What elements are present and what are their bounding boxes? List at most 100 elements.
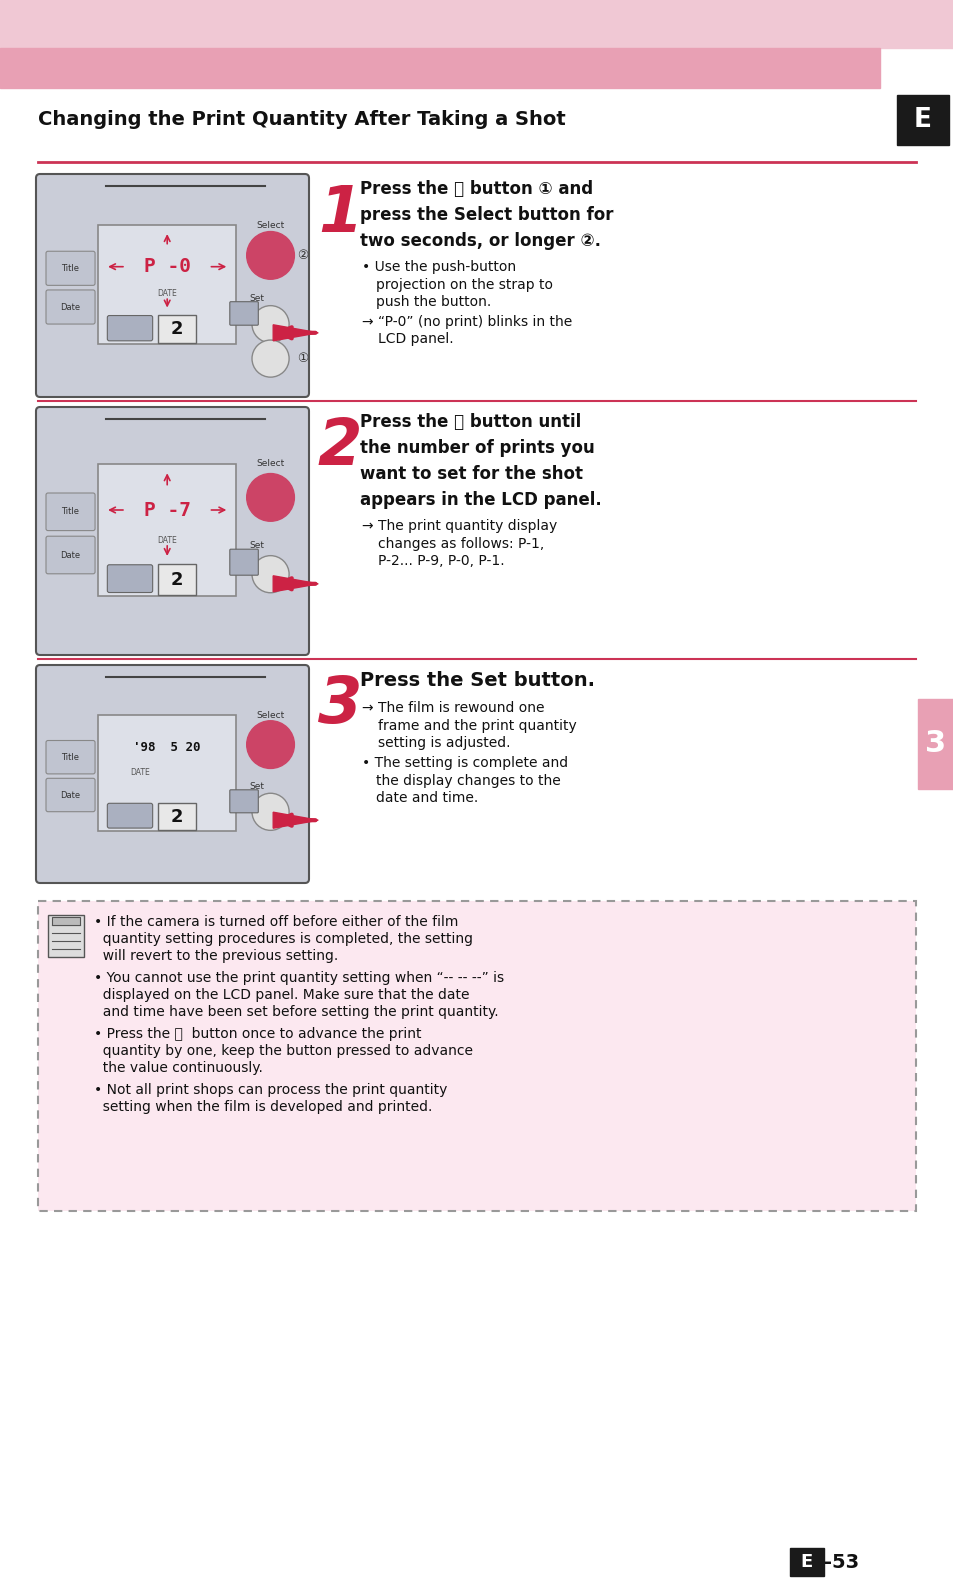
Text: • The setting is complete and: • The setting is complete and	[361, 757, 568, 769]
Bar	[0, 48, 879, 87]
Circle shape	[252, 306, 289, 343]
FancyBboxPatch shape	[230, 549, 258, 576]
Text: setting when the film is developed and printed.: setting when the film is developed and p…	[94, 1101, 432, 1113]
FancyBboxPatch shape	[38, 901, 915, 1212]
Text: Set: Set	[250, 541, 265, 550]
Bar	[157, 565, 196, 595]
Text: the number of prints you: the number of prints you	[359, 439, 594, 457]
Text: ②: ②	[296, 249, 308, 262]
Text: DATE: DATE	[130, 769, 150, 777]
Text: date and time.: date and time.	[375, 791, 477, 806]
Text: Title: Title	[61, 263, 79, 273]
Text: Select: Select	[256, 711, 284, 720]
Bar	[98, 715, 235, 831]
Text: • Press the ⎙  button once to advance the print: • Press the ⎙ button once to advance the…	[94, 1028, 421, 1040]
FancyBboxPatch shape	[46, 290, 95, 324]
Text: Changing the Print Quantity After Taking a Shot: Changing the Print Quantity After Taking…	[38, 109, 565, 128]
Text: → The print quantity display: → The print quantity display	[361, 519, 557, 533]
Text: '98  5 20: '98 5 20	[133, 741, 201, 753]
Text: quantity setting procedures is completed, the setting: quantity setting procedures is completed…	[94, 933, 473, 945]
Text: Press the Set button.: Press the Set button.	[359, 671, 595, 690]
Text: Set: Set	[250, 782, 265, 791]
FancyBboxPatch shape	[107, 803, 152, 828]
Text: 3: 3	[317, 674, 362, 736]
Text: frame and the print quantity: frame and the print quantity	[377, 718, 577, 733]
Text: • If the camera is turned off before either of the film: • If the camera is turned off before eit…	[94, 915, 457, 929]
FancyBboxPatch shape	[107, 316, 152, 341]
Text: appears in the LCD panel.: appears in the LCD panel.	[359, 492, 601, 509]
FancyBboxPatch shape	[46, 779, 95, 812]
Text: • Use the push-button: • Use the push-button	[361, 260, 516, 274]
FancyBboxPatch shape	[46, 741, 95, 774]
Text: 2: 2	[317, 416, 362, 477]
Polygon shape	[273, 812, 318, 828]
Text: Press the ⎙ button ① and: Press the ⎙ button ① and	[359, 179, 593, 198]
Bar	[48, 915, 84, 956]
FancyBboxPatch shape	[46, 536, 95, 574]
FancyBboxPatch shape	[36, 408, 309, 655]
Text: 2: 2	[171, 571, 183, 588]
Text: P-2... P-9, P-0, P-1.: P-2... P-9, P-0, P-1.	[377, 554, 504, 568]
Text: Date: Date	[60, 790, 80, 799]
Circle shape	[252, 793, 289, 831]
Text: press the Select button for: press the Select button for	[359, 206, 613, 224]
Text: E: E	[913, 106, 931, 133]
Text: Date: Date	[60, 303, 80, 311]
Text: push the button.: push the button.	[375, 295, 491, 309]
Text: displayed on the LCD panel. Make sure that the date: displayed on the LCD panel. Make sure th…	[94, 988, 469, 1002]
Text: P -7: P -7	[144, 501, 191, 520]
Polygon shape	[273, 576, 318, 592]
Text: ①: ①	[296, 352, 308, 365]
Bar	[98, 463, 235, 596]
FancyBboxPatch shape	[107, 565, 152, 593]
Circle shape	[252, 339, 289, 377]
Text: 2: 2	[171, 320, 183, 338]
Bar	[789, 1548, 823, 1576]
Text: Press the ⎙ button until: Press the ⎙ button until	[359, 412, 580, 431]
Text: 2: 2	[171, 807, 183, 826]
Text: • Not all print shops can process the print quantity: • Not all print shops can process the pr…	[94, 1083, 447, 1098]
Bar	[917, 699, 953, 788]
Bar	[0, 0, 953, 48]
Circle shape	[252, 555, 289, 593]
Text: 3: 3	[924, 730, 945, 758]
Text: want to set for the shot: want to set for the shot	[359, 465, 582, 484]
FancyBboxPatch shape	[36, 665, 309, 883]
FancyBboxPatch shape	[46, 251, 95, 285]
Text: the display changes to the: the display changes to the	[375, 774, 560, 788]
Polygon shape	[273, 325, 318, 341]
Circle shape	[247, 232, 294, 279]
Text: setting is adjusted.: setting is adjusted.	[377, 736, 510, 750]
Bar	[98, 225, 235, 344]
Circle shape	[247, 720, 294, 769]
Text: quantity by one, keep the button pressed to advance: quantity by one, keep the button pressed…	[94, 1044, 473, 1058]
Bar	[157, 316, 196, 343]
Text: the value continuously.: the value continuously.	[94, 1061, 263, 1075]
Text: P -0: P -0	[144, 257, 191, 276]
Text: E: E	[800, 1553, 812, 1572]
Bar	[157, 803, 196, 829]
Text: projection on the strap to: projection on the strap to	[375, 278, 553, 292]
Text: Select: Select	[256, 460, 284, 468]
Bar	[896, 95, 948, 144]
Text: 1: 1	[317, 182, 362, 244]
Text: • You cannot use the print quantity setting when “-- -- --” is: • You cannot use the print quantity sett…	[94, 971, 503, 985]
Text: → “P-0” (no print) blinks in the: → “P-0” (no print) blinks in the	[361, 316, 572, 328]
Text: Date: Date	[60, 550, 80, 560]
Text: Select: Select	[256, 220, 284, 230]
Text: -53: -53	[823, 1553, 859, 1572]
Text: changes as follows: P-1,: changes as follows: P-1,	[377, 538, 543, 550]
FancyBboxPatch shape	[36, 174, 309, 396]
Text: and time have been set before setting the print quantity.: and time have been set before setting th…	[94, 1006, 498, 1018]
FancyBboxPatch shape	[230, 790, 258, 812]
Text: DATE: DATE	[157, 289, 177, 298]
Text: Set: Set	[250, 293, 265, 303]
Circle shape	[247, 474, 294, 522]
Text: Title: Title	[61, 508, 79, 517]
Text: Title: Title	[61, 753, 79, 761]
Text: → The film is rewound one: → The film is rewound one	[361, 701, 544, 715]
FancyBboxPatch shape	[230, 301, 258, 325]
FancyBboxPatch shape	[46, 493, 95, 531]
Text: will revert to the previous setting.: will revert to the previous setting.	[94, 948, 338, 963]
Bar	[52, 917, 80, 925]
